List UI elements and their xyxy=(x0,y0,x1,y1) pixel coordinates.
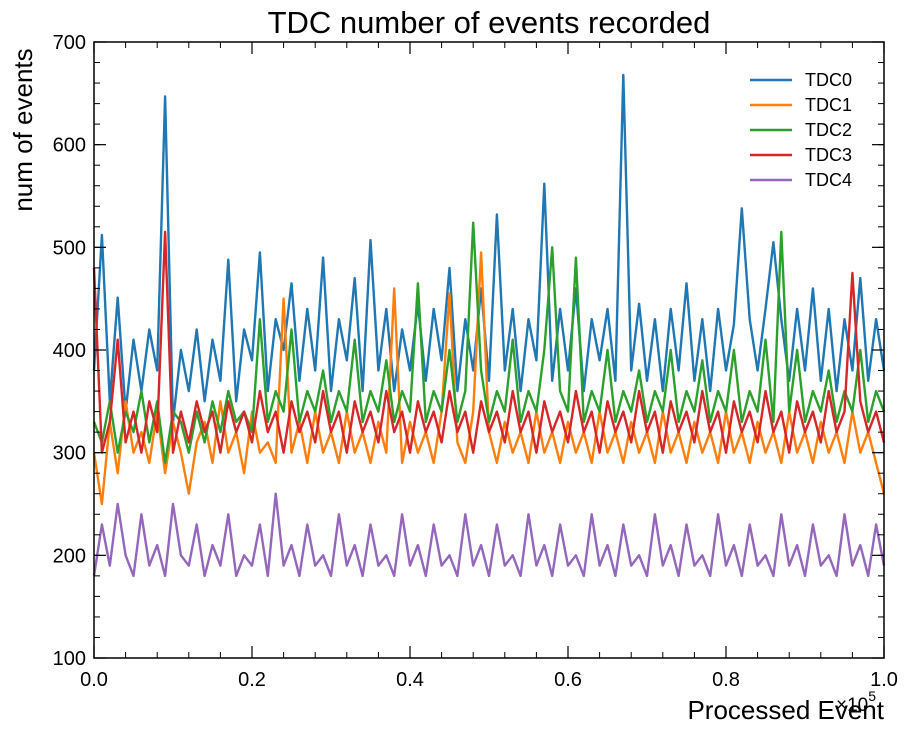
series-line-tdc2 xyxy=(92,221,886,465)
legend-label-tdc4: TDC4 xyxy=(805,170,852,190)
legend-label-tdc1: TDC1 xyxy=(805,95,852,115)
x-tick-label: 0.2 xyxy=(238,669,266,691)
x-multiplier-exponent: 5 xyxy=(868,688,876,704)
x-multiplier: ×105 xyxy=(836,688,876,716)
y-tick-label: 300 xyxy=(53,443,86,465)
y-tick-label: 500 xyxy=(53,237,86,259)
x-multiplier-base: ×10 xyxy=(836,695,868,716)
series-line-tdc4 xyxy=(92,492,886,578)
y-tick-labels: 100 200 300 400 500 600 700 xyxy=(53,32,86,670)
plot-lines xyxy=(92,73,886,578)
y-tick-label: 600 xyxy=(53,135,86,157)
x-tick-label: 0.0 xyxy=(80,669,108,691)
y-tick-label: 200 xyxy=(53,545,86,567)
legend: TDC0 TDC1 TDC2 TDC3 TDC4 xyxy=(750,70,852,190)
y-tick-label: 700 xyxy=(53,32,86,54)
legend-label-tdc3: TDC3 xyxy=(805,145,852,165)
series-line-tdc0 xyxy=(92,73,886,424)
y-tick-label: 400 xyxy=(53,340,86,362)
x-tick-label: 0.4 xyxy=(396,669,424,691)
x-tick-label: 0.6 xyxy=(554,669,582,691)
y-axis-label: num of events xyxy=(8,48,38,211)
x-axis-label: Processed Event xyxy=(687,695,884,725)
legend-label-tdc0: TDC0 xyxy=(805,70,852,90)
x-tick-label: 0.8 xyxy=(712,669,740,691)
legend-label-tdc2: TDC2 xyxy=(805,120,852,140)
plot-frame xyxy=(93,41,885,659)
chart-title: TDC number of events recorded xyxy=(268,5,711,40)
y-tick-label: 100 xyxy=(53,648,86,670)
x-tick-labels: 0.0 0.2 0.4 0.6 0.8 1.0 xyxy=(80,669,898,691)
axis-ticks xyxy=(93,41,885,659)
series-line-tdc3 xyxy=(92,230,886,454)
x-tick-label: 1.0 xyxy=(870,669,898,691)
